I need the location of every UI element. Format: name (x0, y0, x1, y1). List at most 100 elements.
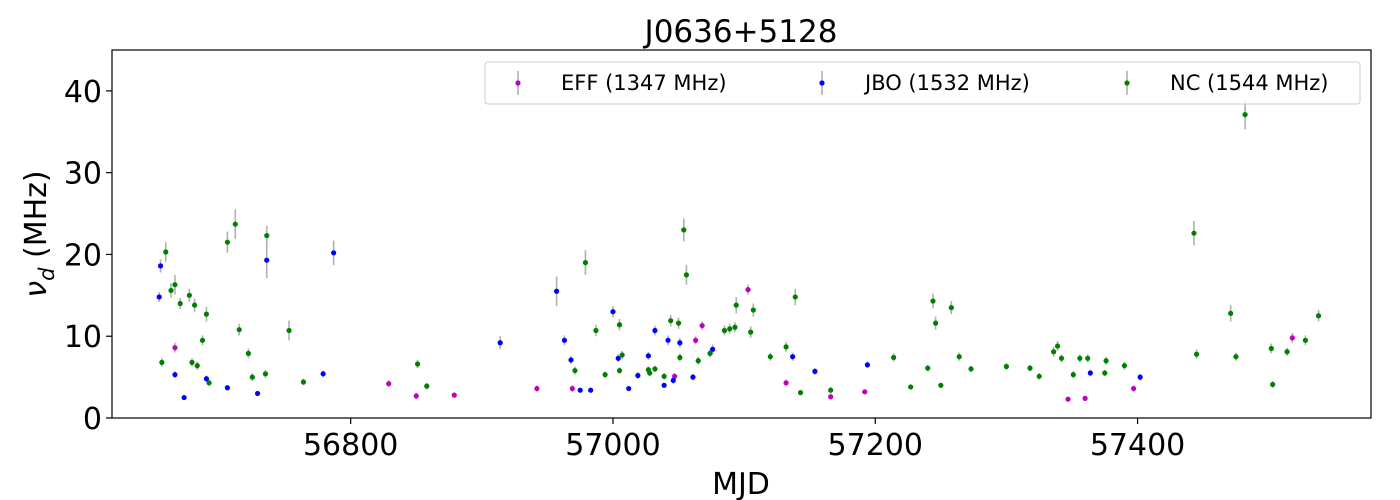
data-point (254, 390, 261, 397)
data-point (186, 292, 192, 298)
data-point (828, 387, 834, 393)
data-point (163, 249, 169, 255)
legend-box (484, 61, 1361, 105)
legend-entry-label: JBO (1532 MHz) (863, 71, 1030, 95)
data-point (1268, 345, 1274, 352)
x-tick-label: 56800 (303, 428, 398, 463)
data-point (812, 368, 818, 374)
data-point (1065, 396, 1071, 402)
y-axis-label: νd (MHz) (19, 170, 59, 297)
data-point (245, 350, 251, 356)
data-point (572, 367, 578, 374)
data-point (792, 294, 798, 300)
data-point (203, 376, 210, 382)
data-point (647, 370, 653, 376)
data-point (862, 389, 868, 395)
data-point (908, 384, 914, 390)
data-point (626, 385, 632, 392)
data-point (172, 372, 178, 378)
data-points (156, 99, 1322, 402)
data-point (948, 305, 954, 311)
data-point (232, 221, 238, 227)
data-point (194, 363, 200, 369)
data-point (748, 329, 754, 335)
data-point (1284, 349, 1290, 355)
data-point (1070, 372, 1076, 378)
data-point (707, 350, 713, 356)
data-point (745, 287, 751, 293)
data-point (710, 346, 716, 352)
data-point (1077, 355, 1083, 361)
data-point (189, 359, 195, 365)
data-point (203, 311, 210, 317)
data-point (635, 372, 641, 379)
data-point (1289, 335, 1295, 341)
data-point (588, 387, 594, 393)
data-point (645, 353, 651, 359)
data-point (1137, 374, 1143, 380)
data-point (413, 393, 419, 399)
data-point (1087, 370, 1093, 376)
legend-marker (819, 80, 825, 86)
x-tick-label: 57400 (1090, 428, 1185, 463)
data-point (677, 340, 683, 346)
data-point (767, 354, 773, 360)
data-point (1121, 363, 1128, 369)
data-point (168, 287, 174, 294)
plot-frame (111, 49, 1372, 419)
x-tick-label: 57000 (565, 428, 660, 463)
data-point (661, 382, 667, 388)
data-point (610, 309, 616, 315)
data-point (1315, 313, 1322, 319)
data-point (181, 394, 187, 401)
data-point (750, 307, 756, 313)
data-point (1102, 370, 1108, 376)
legend-marker (1124, 80, 1130, 86)
data-point (683, 272, 690, 278)
data-point (661, 373, 667, 379)
legend: EFF (1347 MHz) JBO (1532 MHz) NC (1544 MHz… (484, 61, 1361, 105)
data-point (177, 300, 183, 307)
data-point (1027, 365, 1033, 371)
data-point (386, 381, 392, 387)
plot-background (112, 50, 1371, 418)
y-axis-label-subscript: d (35, 267, 59, 281)
x-axis-label: MJD (712, 467, 770, 500)
data-point (665, 337, 671, 343)
axis-ticks: 56800 57000 57200 57400 0 10 20 30 40 (64, 75, 1185, 463)
data-point (732, 324, 738, 330)
data-point (783, 380, 789, 386)
legend-entry-label: EFF (1347 MHz) (561, 71, 727, 95)
data-point (1085, 355, 1091, 361)
data-point (790, 354, 796, 360)
data-point (157, 263, 164, 269)
y-tick-label: 40 (64, 75, 102, 110)
y-tick-label: 0 (83, 402, 102, 437)
data-point (968, 366, 974, 372)
data-point (619, 352, 625, 358)
y-axis-label-unit: (MHz) (19, 170, 54, 267)
data-point (1233, 354, 1239, 360)
data-point (224, 239, 231, 245)
y-axis-label-symbol: ν (19, 281, 54, 298)
chart-title: J0636+5128 (643, 14, 838, 50)
data-point (652, 327, 658, 334)
data-point (236, 327, 242, 333)
data-point (172, 345, 178, 351)
data-point (733, 302, 739, 308)
data-point (1054, 343, 1061, 349)
y-tick-label: 30 (64, 157, 102, 192)
data-point (159, 359, 165, 365)
data-point (156, 294, 162, 300)
data-point (615, 355, 621, 361)
data-point (692, 337, 699, 343)
data-point (192, 302, 198, 308)
data-point (1131, 385, 1137, 392)
data-point (930, 298, 936, 304)
data-point (224, 385, 231, 391)
data-point (172, 282, 178, 288)
data-point (695, 358, 701, 364)
data-point (414, 361, 421, 367)
data-point (582, 260, 589, 266)
data-point (652, 366, 658, 372)
